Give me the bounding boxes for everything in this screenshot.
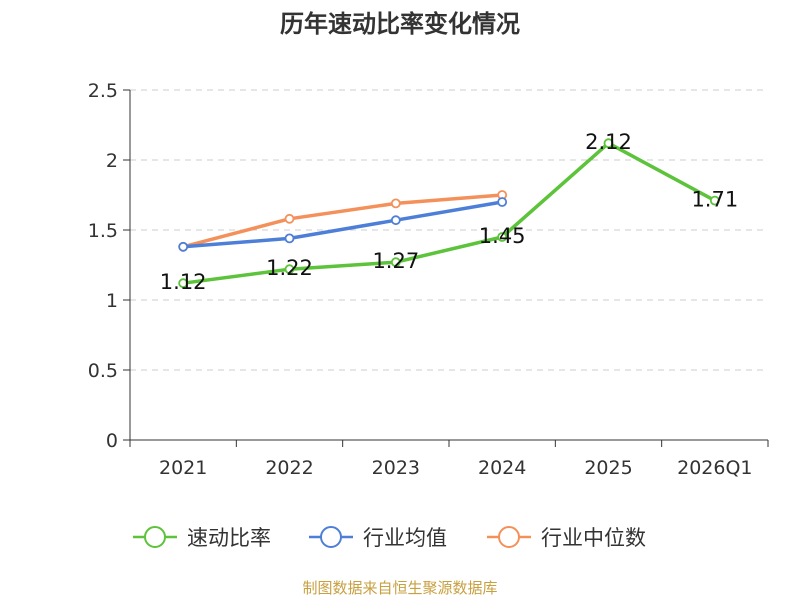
data-point xyxy=(603,138,614,149)
data-point xyxy=(497,232,508,242)
x-tick-label: 2024 xyxy=(478,457,526,479)
data-point xyxy=(284,264,295,275)
x-tick-label: 2026Q1 xyxy=(677,457,752,479)
legend-swatch-marker xyxy=(498,526,520,548)
y-tick-label: 1 xyxy=(106,290,118,312)
data-labels: 1.12 1.22 1.27 1.45 2.12 1.71 xyxy=(160,130,738,294)
x-tick-label: 2023 xyxy=(372,457,420,479)
data-label: 1.12 xyxy=(160,270,207,294)
gridlines xyxy=(130,89,768,371)
y-tick-label: 2.5 xyxy=(88,80,118,102)
data-label: 2.12 xyxy=(585,130,632,154)
data-point xyxy=(709,195,720,206)
data-label: 1.22 xyxy=(266,256,313,280)
data-label: 1.45 xyxy=(479,224,526,248)
x-tick-label: 2021 xyxy=(159,457,207,479)
data-point xyxy=(178,278,189,289)
y-tick-label: 1.5 xyxy=(88,220,118,242)
data-point xyxy=(390,215,401,226)
legend-label: 行业中位数 xyxy=(541,526,646,550)
data-point xyxy=(178,241,189,252)
data-point xyxy=(284,233,295,244)
y-tick-label: 0.5 xyxy=(88,360,118,382)
data-label: 1.27 xyxy=(372,249,419,273)
legend-swatch-marker xyxy=(320,526,342,548)
x-tick-label: 2025 xyxy=(584,457,632,479)
y-tick-label: 0 xyxy=(106,430,118,452)
source-note: 制图数据来自恒生聚源数据库 xyxy=(302,579,498,597)
series-line-0 xyxy=(182,141,716,285)
legend-label: 速动比率 xyxy=(187,526,271,550)
legend-label: 行业均值 xyxy=(363,526,447,550)
axes: 0 0.5 1 1.5 2 2.5 2021 2022 2023 2024 2025 2026Q1 xyxy=(88,80,769,479)
series-lines xyxy=(178,138,720,289)
legend-swatch-marker xyxy=(144,526,166,548)
data-point xyxy=(497,197,508,207)
series-line-2 xyxy=(182,193,503,249)
data-label: 1.71 xyxy=(691,188,738,212)
legend: 速动比率 行业均值 行业中位数 xyxy=(133,526,646,550)
data-point xyxy=(390,198,401,209)
data-point xyxy=(284,213,295,224)
data-point xyxy=(390,257,401,268)
chart-title: 历年速动比率变化情况 xyxy=(280,10,520,38)
y-tick-label: 2 xyxy=(106,150,118,172)
series-line-1 xyxy=(183,200,503,249)
x-tick-label: 2022 xyxy=(265,457,313,479)
